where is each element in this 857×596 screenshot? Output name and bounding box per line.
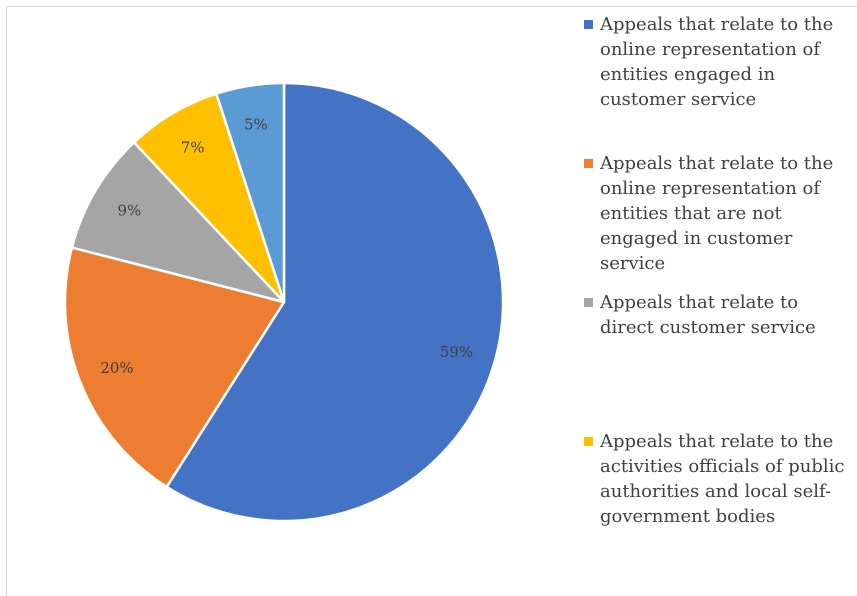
legend-label: Appeals that relate to the activities of… (600, 431, 845, 527)
pie-slice (63, 246, 286, 489)
legend-swatch (584, 437, 593, 446)
legend-item-direct-service: Appeals that relate to direct customer s… (584, 290, 854, 340)
legend-label: Appeals that relate to the online repres… (600, 14, 834, 110)
slice-data-label: 9% (118, 202, 142, 220)
legend-swatch (584, 20, 593, 29)
slice-data-label: 5% (244, 116, 268, 134)
chart-border-top (6, 6, 857, 7)
pie-slice (70, 141, 286, 304)
pie-slice (215, 81, 286, 304)
slice-data-label: 20% (100, 359, 133, 377)
legend-swatch (584, 159, 593, 168)
legend-item-online-non-service: Appeals that relate to the online repres… (584, 151, 854, 276)
legend-item-officials: Appeals that relate to the activities of… (584, 429, 854, 529)
legend-label: Appeals that relate to direct customer s… (600, 292, 816, 338)
pie-slice (165, 81, 505, 523)
slice-data-label: 59% (440, 343, 473, 361)
chart-border-left (6, 6, 7, 596)
legend-swatch (584, 298, 593, 307)
pie-chart: 59% 20% 9% 7% 5% (63, 81, 505, 523)
legend-label: Appeals that relate to the online repres… (600, 153, 834, 274)
slice-data-label: 7% (181, 138, 205, 156)
legend-item-online-service: Appeals that relate to the online repres… (584, 12, 854, 112)
